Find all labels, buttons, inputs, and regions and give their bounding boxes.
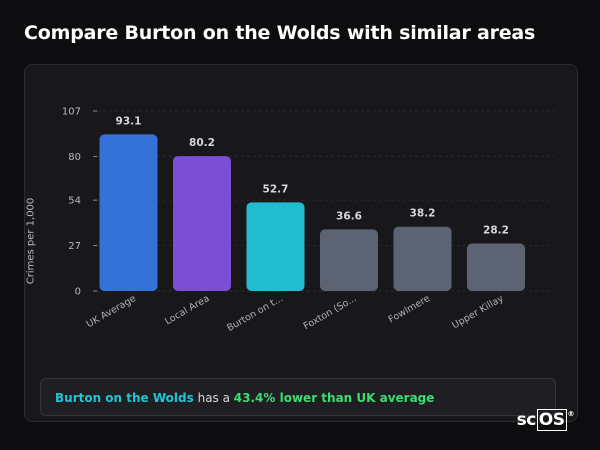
summary-area-name: Burton on the Wolds xyxy=(55,391,194,405)
data-label: 80.2 xyxy=(189,137,215,149)
data-label: 52.7 xyxy=(263,183,289,195)
x-tick-label: UK Average xyxy=(85,293,138,330)
bar xyxy=(320,229,378,291)
y-tick-label: 107 xyxy=(62,107,81,118)
scos-logo: sc OS ® xyxy=(516,409,574,431)
y-tick-label: 0 xyxy=(75,287,81,298)
page-title: Compare Burton on the Wolds with similar… xyxy=(24,22,536,44)
x-tick-label: Fowlmere xyxy=(387,293,432,326)
data-label: 93.1 xyxy=(116,115,142,127)
bar xyxy=(99,134,158,291)
summary-banner: Burton on the Wolds has a 43.4% lower th… xyxy=(40,378,556,416)
x-tick-label: Foxton (So... xyxy=(302,293,359,332)
y-axis-title: Crimes per 1,000 xyxy=(25,197,37,285)
y-tick-label: 54 xyxy=(68,196,81,207)
x-tick-label: Burton on t... xyxy=(225,293,285,334)
summary-text: has a xyxy=(193,391,234,405)
bar xyxy=(393,226,452,291)
bar xyxy=(467,243,525,291)
data-label: 38.2 xyxy=(410,208,436,220)
y-tick-label: 80 xyxy=(68,152,81,163)
data-label: 28.2 xyxy=(483,225,509,237)
bar-chart: 0 27 54 80 107 93.1 UK Average 80.2 Local Area 52… xyxy=(62,107,555,334)
y-tick-label: 27 xyxy=(68,241,81,252)
summary-comparison: 43.4% lower than UK average xyxy=(233,391,435,405)
x-tick-label: Upper Killay xyxy=(450,293,506,331)
bar xyxy=(246,202,305,291)
x-tick-label: Local Area xyxy=(163,293,211,327)
bar xyxy=(173,156,231,291)
chart-card: 0 27 54 80 107 93.1 UK Average 80.2 Local Area 52… xyxy=(24,64,578,422)
data-label: 36.6 xyxy=(336,210,362,222)
